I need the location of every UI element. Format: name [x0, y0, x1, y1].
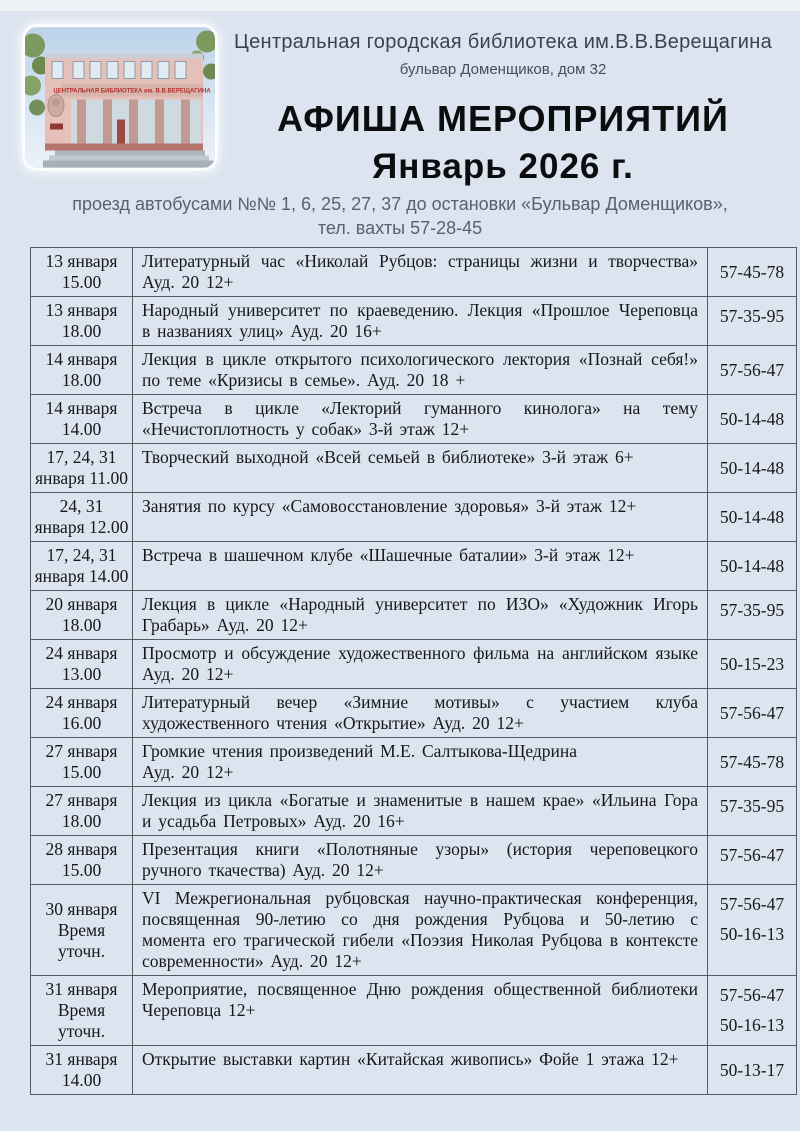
event-description-cell: Творческий выходной «Всей семьей в библи… [132, 443, 708, 493]
table-row: 13 января 15.00 Литературный час «Никола… [30, 247, 797, 297]
table-row: 14 января 14.00 Встреча в цикле «Лектори… [30, 394, 797, 444]
table-row: 24 января 16.00 Литературный вечер «Зимн… [30, 688, 797, 738]
event-phone-cell: 57-56-47 [707, 688, 797, 738]
table-row: 20 января 18.00 Лекция в цикле «Народный… [30, 590, 797, 640]
library-address: бульвар Доменщиков, дом 32 [399, 61, 607, 78]
building: ЦЕНТРАЛЬНАЯ БИБЛИОТЕКА им. В.В.ВЕРЕЩАГИН… [43, 53, 215, 168]
event-date-cell: 24 января 13.00 [30, 639, 133, 689]
transport-line2: тел. вахты 57-28-45 [317, 218, 483, 238]
library-name: Центральная городская библиотека им.В.В.… [234, 31, 772, 53]
table-row: 30 января Время уточн. VI Межрегиональна… [30, 884, 797, 976]
library-building-illustration: ЦЕНТРАЛЬНАЯ БИБЛИОТЕКА им. В.В.ВЕРЕЩАГИН… [25, 27, 215, 168]
event-phone-cell: 57-45-78 [707, 247, 797, 297]
event-date-cell: 14 января 14.00 [30, 394, 133, 444]
table-row: 14 января 18.00 Лекция в цикле открытого… [30, 345, 797, 395]
event-date-cell: 17, 24, 31 января 14.00 [30, 541, 133, 591]
event-description-cell: Встреча в цикле «Лекторий гуманного кино… [132, 394, 708, 444]
table-row: 27 января 18.00 Лекция из цикла «Богатые… [30, 786, 797, 836]
event-description-cell: Мероприятие, посвященное Дню рождения об… [132, 975, 708, 1046]
events-table-body: 13 января 15.00 Литературный час «Никола… [30, 247, 797, 1095]
event-phone-cell: 57-35-95 [707, 590, 797, 640]
event-description-cell: Занятия по курсу «Самовосстановление здо… [132, 492, 708, 542]
event-date-cell: 20 января 18.00 [30, 590, 133, 640]
event-phone-cell: 50-14-48 [707, 394, 797, 444]
transport-line1: проезд автобусами №№ 1, 6, 25, 27, 37 до… [72, 194, 728, 214]
library-photo: ЦЕНТРАЛЬНАЯ БИБЛИОТЕКА им. В.В.ВЕРЕЩАГИН… [25, 27, 215, 168]
table-row: 13 января 18.00 Народный университет по … [30, 296, 797, 346]
event-date-cell: 13 января 15.00 [30, 247, 133, 297]
table-row: 24 января 13.00 Просмотр и обсуждение ху… [30, 639, 797, 689]
brick-base [45, 143, 203, 151]
event-date-cell: 17, 24, 31 января 11.00 [30, 443, 133, 493]
upper-windows [51, 61, 187, 79]
event-description-cell: Лекция из цикла «Богатые и знаменитые в … [132, 786, 708, 836]
entrance-colonnade [71, 99, 201, 146]
sign-band [61, 83, 203, 97]
table-row: 31 января 14.00 Открытие выставки картин… [30, 1045, 797, 1095]
event-description-cell: Лекция в цикле открытого психологическог… [132, 345, 708, 395]
table-row: 17, 24, 31 января 14.00 Встреча в шашечн… [30, 541, 797, 591]
event-date-cell: 27 января 18.00 [30, 786, 133, 836]
table-row: 17, 24, 31 января 11.00 Творческий выход… [30, 443, 797, 493]
event-date-cell: 31 января Время уточн. [30, 975, 133, 1046]
event-date-cell: 27 января 15.00 [30, 737, 133, 787]
event-phone-cell: 57-56-47 [707, 835, 797, 885]
poster-month: Январь 2026 г. [372, 147, 634, 186]
building-sign-text: ЦЕНТРАЛЬНАЯ БИБЛИОТЕКА им. В.В.ВЕРЕЩАГИН… [53, 89, 211, 95]
medallion-face [52, 98, 60, 107]
event-phone-cell: 57-56-47 [707, 345, 797, 395]
event-description-cell: Открытие выставки картин «Китайская живо… [132, 1045, 708, 1095]
event-date-cell: 24, 31 января 12.00 [30, 492, 133, 542]
event-phone-cell: 57-35-95 [707, 296, 797, 346]
event-description-cell: Народный университет по краеведению. Лек… [132, 296, 708, 346]
event-date-cell: 13 января 18.00 [30, 296, 133, 346]
event-description-cell: Просмотр и обсуждение художественного фи… [132, 639, 708, 689]
event-date-cell: 30 января Время уточн. [30, 884, 133, 976]
plaque [50, 123, 63, 130]
event-phone-cell: 57-56-47 50-16-13 [707, 884, 797, 976]
event-description-cell: Громкие чтения произведений М.Е. Салтыко… [132, 737, 708, 787]
page-top-strip [0, 0, 800, 11]
entrance-steps [43, 150, 215, 168]
event-phone-cell: 57-35-95 [707, 786, 797, 836]
event-date-cell: 31 января 14.00 [30, 1045, 133, 1095]
transport-note: проезд автобусами №№ 1, 6, 25, 27, 37 до… [0, 192, 800, 240]
table-row: 28 января 15.00 Презентация книги «Полот… [30, 835, 797, 885]
table-row: 27 января 15.00 Громкие чтения произведе… [30, 737, 797, 787]
table-row: 31 января Время уточн. Мероприятие, посв… [30, 975, 797, 1046]
event-phone-cell: 50-14-48 [707, 492, 797, 542]
event-date-cell: 14 января 18.00 [30, 345, 133, 395]
event-description-cell: Литературный час «Николай Рубцов: страни… [132, 247, 708, 297]
event-phone-cell: 50-15-23 [707, 639, 797, 689]
events-table: 13 января 15.00 Литературный час «Никола… [30, 247, 797, 1095]
event-phone-cell: 50-14-48 [707, 443, 797, 493]
entrance-door [117, 119, 125, 146]
event-date-cell: 24 января 16.00 [30, 688, 133, 738]
event-description-cell: Презентация книги «Полотняные узоры» (ис… [132, 835, 708, 885]
event-description-cell: Встреча в шашечном клубе «Шашечные батал… [132, 541, 708, 591]
event-phone-cell: 57-56-47 50-16-13 [707, 975, 797, 1046]
event-date-cell: 28 января 15.00 [30, 835, 133, 885]
event-phone-cell: 50-14-48 [707, 541, 797, 591]
roof-line [45, 53, 203, 59]
poster-title: АФИША МЕРОПРИЯТИЙ [277, 98, 729, 139]
event-description-cell: Лекция в цикле «Народный университет по … [132, 590, 708, 640]
event-description-cell: VI Межрегиональная рубцовская научно-пра… [132, 884, 708, 976]
event-phone-cell: 57-45-78 [707, 737, 797, 787]
table-row: 24, 31 января 12.00 Занятия по курсу «Са… [30, 492, 797, 542]
event-description-cell: Литературный вечер «Зимние мотивы» с уча… [132, 688, 708, 738]
header: Центральная городская библиотека им.В.В.… [212, 30, 794, 186]
event-phone-cell: 50-13-17 [707, 1045, 797, 1095]
